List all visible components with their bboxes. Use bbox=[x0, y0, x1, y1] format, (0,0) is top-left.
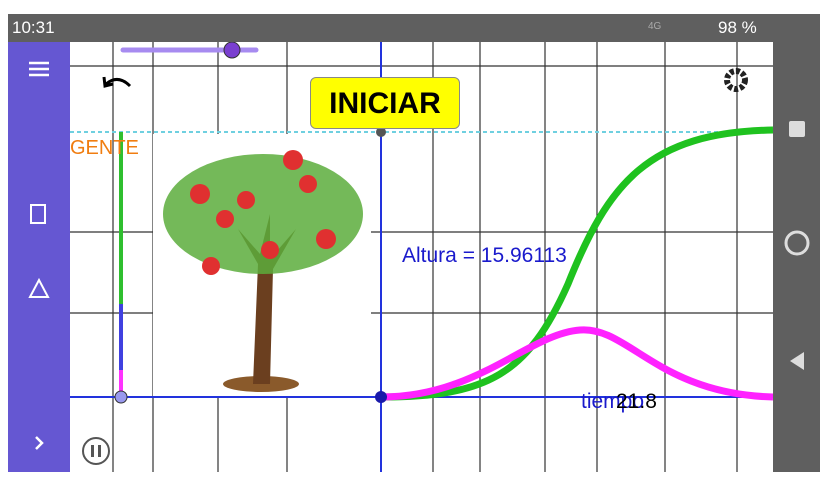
time: 10:31 bbox=[12, 18, 55, 38]
nav-icons bbox=[773, 14, 820, 472]
network: 4G bbox=[648, 21, 661, 32]
status-bar: 10:31 4G 98 % bbox=[8, 14, 773, 42]
page: GENTE Altura = 15.96113 tiempo 21.8 10:3… bbox=[0, 0, 825, 477]
screen: GENTE Altura = 15.96113 tiempo 21.8 10:3… bbox=[8, 14, 820, 472]
point bbox=[115, 391, 127, 403]
gente-label: GENTE bbox=[70, 137, 139, 159]
battery: 98 % bbox=[718, 18, 757, 38]
settings-icon[interactable] bbox=[727, 71, 745, 89]
sidebar bbox=[8, 42, 70, 472]
magenta-curve bbox=[381, 330, 773, 397]
tree-image bbox=[153, 134, 371, 396]
nav-bar bbox=[773, 14, 820, 472]
origin-point bbox=[375, 391, 387, 403]
undo-icon[interactable] bbox=[104, 77, 130, 86]
altura-label: Altura = 15.96113 bbox=[402, 244, 567, 267]
sidebar-icons bbox=[8, 42, 70, 472]
pause-button[interactable] bbox=[83, 438, 109, 464]
slider-knob[interactable] bbox=[224, 42, 240, 58]
start-button[interactable]: INICIAR bbox=[310, 77, 460, 129]
tiempo-value: 21.8 bbox=[616, 390, 657, 413]
